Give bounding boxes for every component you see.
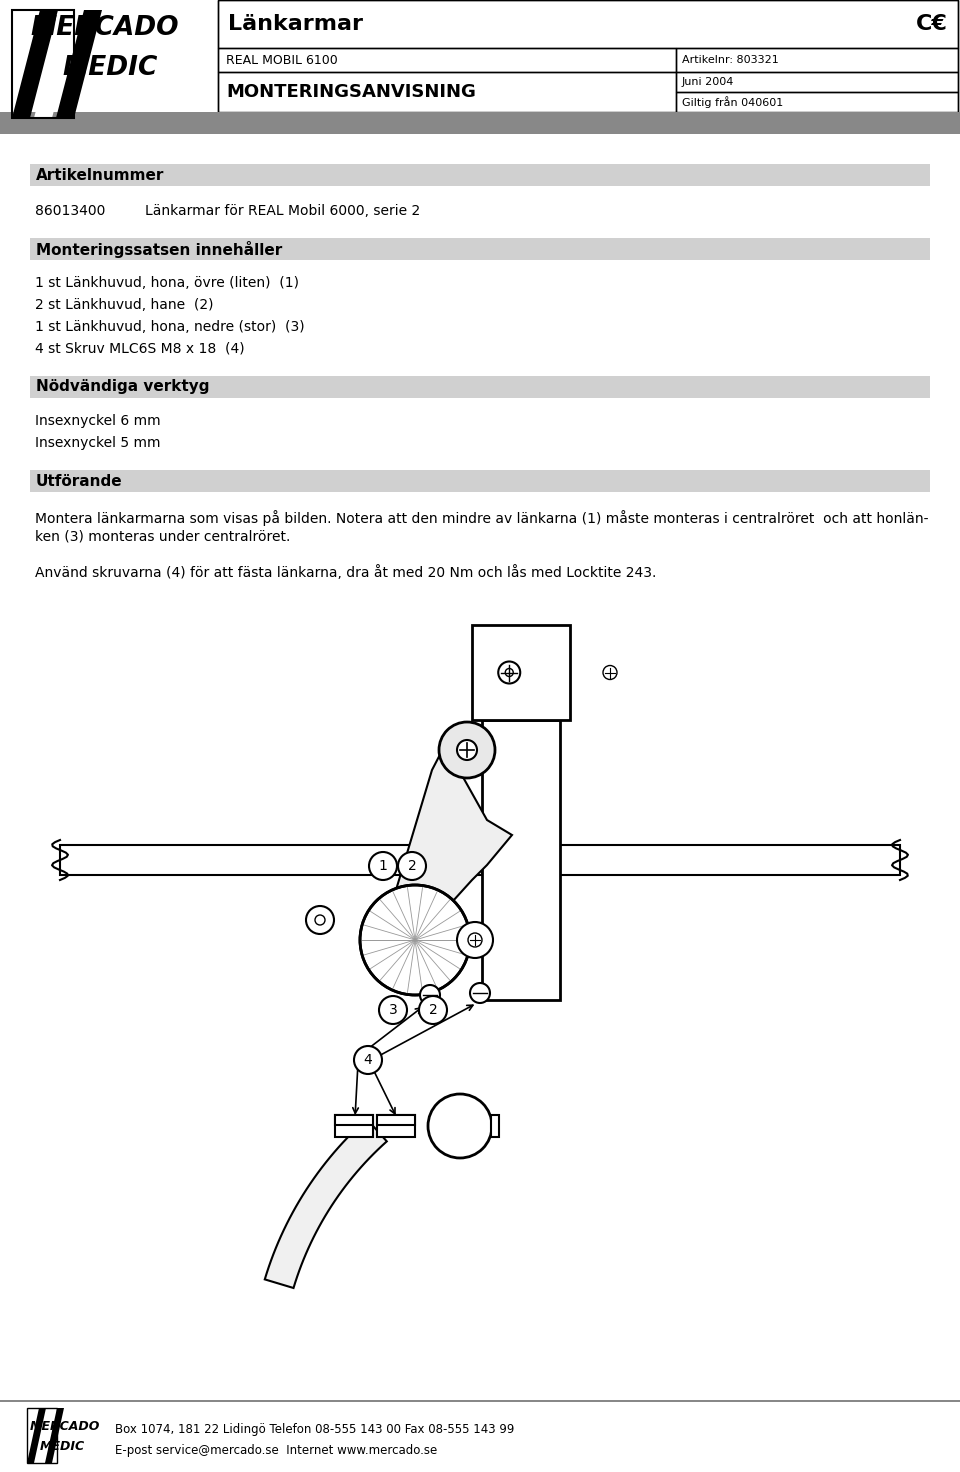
Bar	[676, 49, 958, 72]
Text: 86013400: 86013400	[35, 205, 106, 218]
Circle shape	[369, 852, 397, 880]
Polygon shape	[45, 1409, 64, 1463]
Bar	[30, 470, 930, 492]
Circle shape	[398, 852, 426, 880]
Text: Artikelnummer: Artikelnummer	[36, 168, 164, 183]
Polygon shape	[36, 1409, 55, 1463]
Text: ken (3) monteras under centralröret.: ken (3) monteras under centralröret.	[35, 530, 290, 545]
Text: Länkarmar: Länkarmar	[228, 15, 363, 34]
Bar	[472, 626, 570, 720]
Circle shape	[354, 1047, 382, 1075]
Bar	[0, 112, 960, 134]
Circle shape	[468, 933, 482, 946]
Bar	[0, 0, 218, 121]
Bar	[218, 49, 676, 72]
Bar	[482, 720, 560, 999]
Text: Box 1074, 181 22 Lidingö Telefon 08-555 143 00 Fax 08-555 143 99: Box 1074, 181 22 Lidingö Telefon 08-555 …	[115, 1423, 515, 1437]
Text: Utförande: Utförande	[36, 474, 123, 489]
Bar	[218, 0, 958, 49]
Bar	[30, 238, 930, 261]
Text: E-post service@mercado.se  Internet www.mercado.se: E-post service@mercado.se Internet www.m…	[115, 1444, 437, 1457]
Text: C€: C€	[916, 15, 948, 34]
Circle shape	[498, 661, 520, 683]
Circle shape	[306, 905, 334, 935]
Text: 2: 2	[408, 860, 417, 873]
Bar	[60, 845, 482, 874]
Text: 3: 3	[389, 1002, 397, 1017]
Circle shape	[428, 1094, 492, 1158]
Text: 1 st Länkhuvud, hona, övre (liten)  (1): 1 st Länkhuvud, hona, övre (liten) (1)	[35, 277, 299, 290]
Circle shape	[420, 985, 440, 1005]
Polygon shape	[12, 10, 58, 118]
Text: Använd skruvarna (4) för att fästa länkarna, dra åt med 20 Nm och lås med Lockti: Använd skruvarna (4) för att fästa länka…	[35, 565, 657, 580]
Text: 4 st Skruv MLC6S M8 x 18  (4): 4 st Skruv MLC6S M8 x 18 (4)	[35, 342, 245, 356]
Circle shape	[505, 668, 514, 677]
Circle shape	[315, 916, 325, 924]
Text: Juni 2004: Juni 2004	[682, 77, 734, 87]
Bar	[218, 0, 958, 121]
Bar	[0, 1400, 960, 1401]
Bar	[560, 845, 900, 874]
Polygon shape	[375, 745, 512, 966]
Bar	[482, 720, 560, 999]
Polygon shape	[34, 10, 80, 118]
Text: REAL MOBIL 6100: REAL MOBIL 6100	[226, 53, 338, 66]
Circle shape	[439, 721, 495, 779]
Bar	[218, 49, 958, 72]
Bar	[491, 1114, 499, 1136]
Text: MONTERINGSANVISNING: MONTERINGSANVISNING	[226, 82, 476, 102]
Text: Montera länkarmarna som visas på bilden. Notera att den mindre av länkarna (1) m: Montera länkarmarna som visas på bilden.…	[35, 509, 928, 526]
Bar	[560, 845, 900, 874]
Circle shape	[457, 740, 477, 760]
Text: Insexnyckel 6 mm: Insexnyckel 6 mm	[35, 414, 160, 428]
Text: Giltig från 040601: Giltig från 040601	[682, 96, 783, 107]
Polygon shape	[56, 10, 102, 118]
Text: Artikelnr: 803321: Artikelnr: 803321	[682, 54, 779, 65]
Text: 2: 2	[428, 1002, 438, 1017]
Text: Insexnyckel 5 mm: Insexnyckel 5 mm	[35, 436, 160, 450]
Text: 2 st Länkhuvud, hane  (2): 2 st Länkhuvud, hane (2)	[35, 297, 213, 312]
Bar	[335, 1114, 373, 1125]
Text: 1 st Länkhuvud, hona, nedre (stor)  (3): 1 st Länkhuvud, hona, nedre (stor) (3)	[35, 319, 304, 334]
Polygon shape	[27, 1409, 46, 1463]
Text: 4: 4	[364, 1052, 372, 1067]
Bar	[218, 72, 958, 112]
Text: MEDIC: MEDIC	[40, 1440, 85, 1453]
Bar	[335, 1114, 373, 1136]
Circle shape	[470, 983, 490, 1002]
Bar	[676, 72, 958, 91]
Text: MEDIC: MEDIC	[62, 54, 157, 81]
Bar	[30, 375, 930, 397]
Circle shape	[457, 921, 493, 958]
Bar	[30, 163, 930, 185]
Bar	[218, 0, 958, 49]
Text: MERCADO: MERCADO	[30, 15, 179, 41]
Text: 1: 1	[378, 860, 388, 873]
Bar	[12, 10, 74, 118]
Bar	[218, 72, 676, 112]
Bar	[60, 845, 482, 874]
Circle shape	[419, 997, 447, 1025]
Text: Nödvändiga verktyg: Nödvändiga verktyg	[36, 380, 209, 394]
Bar	[676, 91, 958, 112]
Circle shape	[379, 997, 407, 1025]
Bar	[377, 1114, 415, 1125]
Text: Länkarmar för REAL Mobil 6000, serie 2: Länkarmar för REAL Mobil 6000, serie 2	[145, 205, 420, 218]
Circle shape	[360, 885, 470, 995]
Bar	[377, 1114, 415, 1136]
Text: MERCADO: MERCADO	[30, 1420, 101, 1434]
Bar	[472, 626, 570, 720]
Circle shape	[603, 665, 617, 680]
Text: Monteringssatsen innehåller: Monteringssatsen innehåller	[36, 240, 282, 258]
Polygon shape	[265, 1119, 387, 1288]
Bar	[27, 1409, 57, 1463]
